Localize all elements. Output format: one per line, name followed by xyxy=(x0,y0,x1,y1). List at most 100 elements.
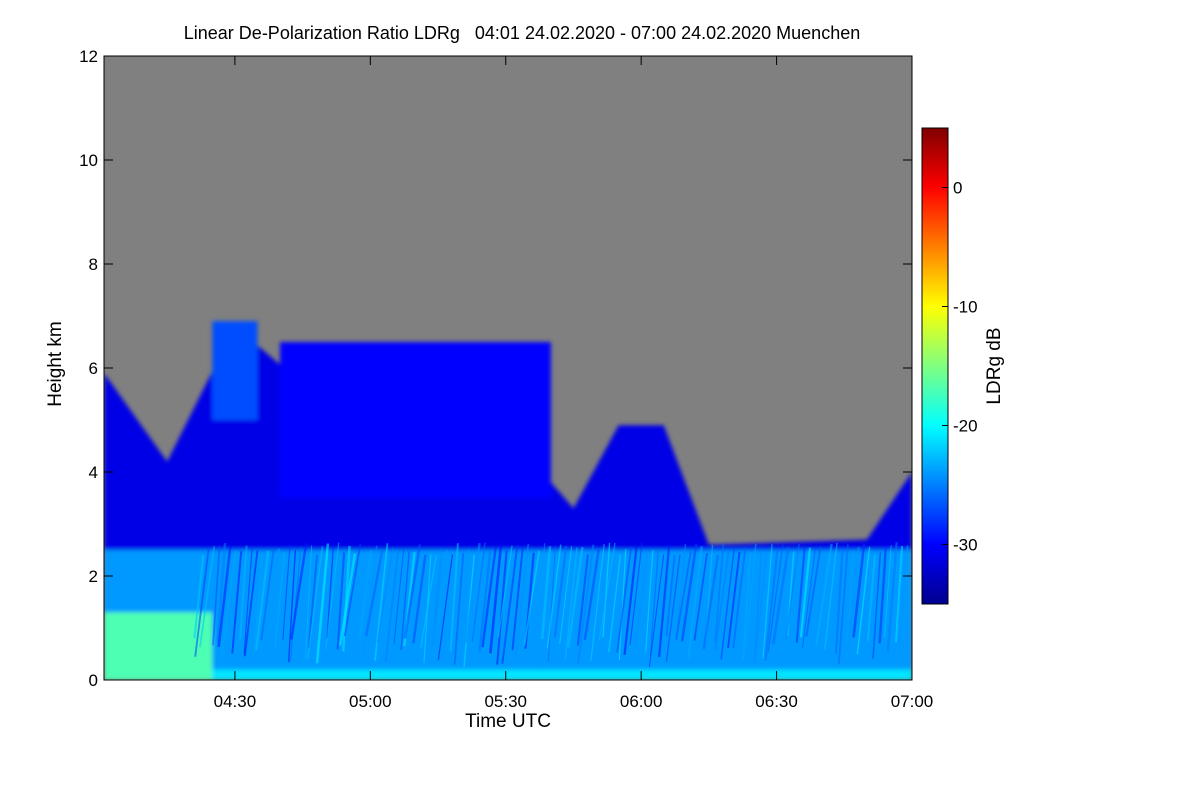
fall-streak xyxy=(193,555,205,639)
fall-streak xyxy=(687,546,703,659)
fall-streak xyxy=(665,554,681,662)
fall-streak xyxy=(576,544,595,664)
fall-streak xyxy=(393,548,405,644)
fall-streak xyxy=(336,552,346,650)
fall-streak xyxy=(254,550,270,651)
colorbar-tick-label: -10 xyxy=(953,298,978,317)
fall-streak xyxy=(453,552,465,665)
plot-area xyxy=(103,55,913,681)
fall-streak xyxy=(461,548,470,637)
colorbar: 0 -10 -20 -30 LDRg dB xyxy=(921,127,1005,605)
fall-streak xyxy=(629,542,643,645)
x-tick-label: 06:30 xyxy=(755,692,798,711)
fall-streak xyxy=(742,553,752,661)
colorbar-tick-label: -20 xyxy=(953,417,978,436)
fall-streak xyxy=(220,550,237,657)
fall-streak xyxy=(497,545,513,638)
fall-streak xyxy=(564,547,578,661)
fall-streak xyxy=(680,543,698,642)
fall-streak xyxy=(583,549,600,641)
fall-streak xyxy=(553,545,568,638)
fall-streak xyxy=(306,546,324,660)
x-axis-label: Time UTC xyxy=(465,711,551,732)
fall-streak xyxy=(341,545,351,652)
fall-streak xyxy=(194,548,210,657)
fall-streak xyxy=(478,549,492,652)
fall-streak xyxy=(358,549,373,640)
fall-streak xyxy=(231,551,243,654)
fall-streak xyxy=(590,543,605,662)
fall-streak xyxy=(262,548,281,646)
layer-band xyxy=(280,342,551,498)
fall-streak xyxy=(400,551,410,651)
fall-streak xyxy=(449,543,459,652)
fall-streak xyxy=(714,550,730,651)
fall-streak xyxy=(403,544,422,639)
fall-streak xyxy=(243,550,259,657)
fall-streak xyxy=(814,552,827,648)
fall-streak xyxy=(814,543,833,647)
fall-streak xyxy=(540,546,552,640)
fall-streak xyxy=(536,543,546,667)
fall-streak xyxy=(756,553,768,648)
fall-streak xyxy=(412,554,427,644)
fall-streak xyxy=(801,548,816,648)
fall-streak xyxy=(846,546,860,652)
fall-streak xyxy=(762,544,773,659)
colorbar-ticks: 0 -10 -20 -30 xyxy=(942,179,978,555)
fall-streak xyxy=(799,547,812,638)
fall-streak xyxy=(420,554,437,649)
fall-streak xyxy=(872,552,882,659)
y-tick-label: 0 xyxy=(89,671,98,690)
fall-streak xyxy=(567,546,584,648)
fall-streak xyxy=(212,545,221,646)
fall-streak xyxy=(253,552,264,655)
fall-streak xyxy=(576,554,589,646)
fall-streak xyxy=(602,542,611,638)
fall-streak xyxy=(675,551,692,640)
fall-streak xyxy=(199,546,215,648)
fall-streak xyxy=(883,545,892,638)
fall-streak xyxy=(559,546,573,645)
x-tick-label: 05:00 xyxy=(349,692,392,711)
fall-streak xyxy=(702,554,720,650)
fall-streak xyxy=(648,554,665,668)
fall-streak xyxy=(239,545,248,640)
fall-streak xyxy=(307,555,318,648)
fall-streak xyxy=(764,549,779,661)
fall-streak xyxy=(720,548,735,660)
fall-streak xyxy=(511,545,524,651)
x-tick-label: 07:00 xyxy=(891,692,934,711)
fall-streak xyxy=(315,543,330,664)
layer-band xyxy=(104,669,912,680)
fall-streak xyxy=(598,542,616,640)
fall-streak xyxy=(838,544,849,665)
fall-streak xyxy=(350,551,367,645)
fall-streak xyxy=(714,543,725,642)
y-axis-label: Height km xyxy=(45,321,66,407)
fall-streak xyxy=(432,549,448,647)
fall-streak xyxy=(217,546,232,648)
fall-streak xyxy=(338,553,357,646)
fall-streak xyxy=(795,548,806,643)
fall-streak xyxy=(753,553,763,663)
fall-streak xyxy=(878,547,888,644)
x-tick-label: 05:30 xyxy=(484,692,527,711)
y-axis: 0 2 4 6 8 10 12 xyxy=(79,47,912,690)
fall-streak xyxy=(216,543,227,642)
fall-streak xyxy=(364,550,384,637)
fall-streak xyxy=(362,545,378,657)
x-tick-label: 06:00 xyxy=(620,692,663,711)
y-tick-label: 10 xyxy=(79,151,98,170)
y-tick-label: 4 xyxy=(89,463,98,482)
fall-streak xyxy=(897,545,909,665)
fall-streak xyxy=(665,554,676,637)
y-tick-label: 2 xyxy=(89,567,98,586)
y-tick-label: 6 xyxy=(89,359,98,378)
fall-streak xyxy=(645,550,654,652)
fall-streak xyxy=(243,548,253,654)
fall-streaks xyxy=(193,542,909,668)
fall-streak xyxy=(260,549,275,641)
colorbar-label: LDRg dB xyxy=(984,327,1005,404)
fall-streak xyxy=(496,550,508,665)
